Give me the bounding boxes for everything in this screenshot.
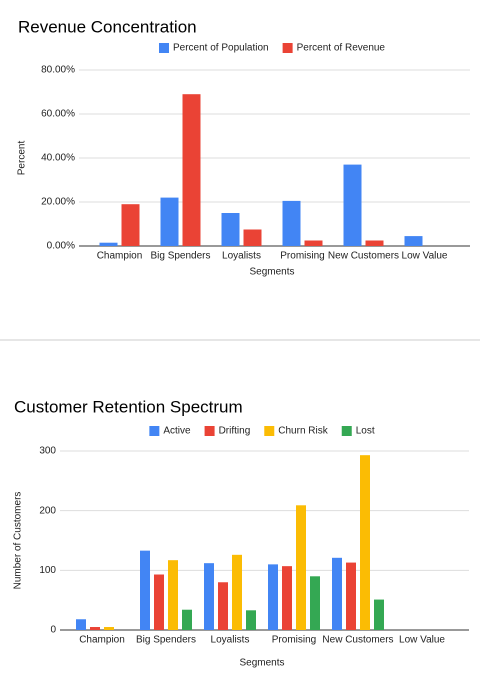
bar bbox=[304, 240, 323, 246]
bar bbox=[90, 627, 100, 630]
bar bbox=[168, 560, 178, 630]
bar bbox=[232, 554, 242, 630]
y-tick-label: 300 bbox=[39, 446, 56, 457]
bar bbox=[343, 164, 362, 246]
bar bbox=[218, 582, 228, 630]
x-tick-label: Champion bbox=[97, 251, 143, 262]
bar bbox=[104, 627, 114, 630]
x-axis-label: Segments bbox=[249, 267, 294, 278]
bar bbox=[374, 599, 384, 630]
bar bbox=[99, 242, 118, 246]
y-tick-label: 0.00% bbox=[47, 241, 75, 252]
x-tick-label: Loyalists bbox=[222, 251, 261, 262]
bar bbox=[360, 455, 370, 630]
legend-swatch bbox=[282, 43, 293, 53]
bar bbox=[121, 204, 140, 246]
y-tick-label: 200 bbox=[39, 505, 56, 516]
bar bbox=[404, 236, 423, 246]
bar bbox=[282, 566, 292, 630]
x-tick-label: Low Value bbox=[402, 251, 448, 262]
x-tick-label: Promising bbox=[272, 635, 316, 646]
legend-swatch bbox=[204, 426, 215, 436]
bar bbox=[221, 213, 240, 246]
y-tick-label: 20.00% bbox=[41, 197, 75, 208]
legend-label: Percent of Revenue bbox=[297, 43, 386, 54]
chart-title: Customer Retention Spectrum bbox=[14, 397, 243, 416]
bar bbox=[160, 197, 179, 246]
x-tick-label: Loyalists bbox=[211, 635, 250, 646]
y-axis-label: Percent bbox=[17, 141, 28, 176]
y-tick-label: 0 bbox=[50, 625, 56, 636]
legend-swatch bbox=[149, 426, 160, 436]
legend-label: Lost bbox=[356, 426, 375, 437]
chart-title: Revenue Concentration bbox=[18, 17, 197, 36]
bar bbox=[268, 564, 278, 630]
legend-label: Percent of Population bbox=[173, 43, 269, 54]
y-axis-label: Number of Customers bbox=[13, 492, 24, 590]
bar bbox=[296, 505, 306, 630]
legend-swatch bbox=[264, 426, 275, 436]
x-tick-label: Low Value bbox=[399, 635, 445, 646]
bar bbox=[346, 562, 356, 630]
legend-label: Churn Risk bbox=[278, 426, 328, 437]
x-tick-label: Promising bbox=[280, 251, 324, 262]
x-tick-label: Big Spenders bbox=[150, 251, 210, 262]
y-tick-label: 40.00% bbox=[41, 153, 75, 164]
bar bbox=[332, 557, 342, 630]
y-tick-label: 60.00% bbox=[41, 109, 75, 120]
y-tick-label: 80.00% bbox=[41, 65, 75, 76]
y-tick-label: 100 bbox=[39, 565, 56, 576]
x-tick-label: Champion bbox=[79, 635, 125, 646]
bar bbox=[246, 610, 256, 630]
legend-swatch bbox=[341, 426, 352, 436]
bar bbox=[310, 576, 320, 630]
bar bbox=[282, 200, 301, 246]
x-axis-label: Segments bbox=[239, 658, 284, 669]
bar bbox=[204, 563, 214, 630]
bar bbox=[182, 609, 192, 630]
x-tick-label: New Customers bbox=[328, 251, 399, 262]
bar bbox=[140, 550, 150, 630]
bar bbox=[76, 619, 86, 630]
legend-label: Active bbox=[163, 426, 191, 437]
bar bbox=[243, 229, 262, 246]
legend-label: Drifting bbox=[219, 426, 251, 437]
legend-swatch bbox=[158, 43, 169, 53]
x-tick-label: New Customers bbox=[322, 635, 393, 646]
bar bbox=[365, 240, 384, 246]
bar bbox=[154, 574, 164, 630]
x-tick-label: Big Spenders bbox=[136, 635, 196, 646]
bar bbox=[182, 94, 201, 246]
